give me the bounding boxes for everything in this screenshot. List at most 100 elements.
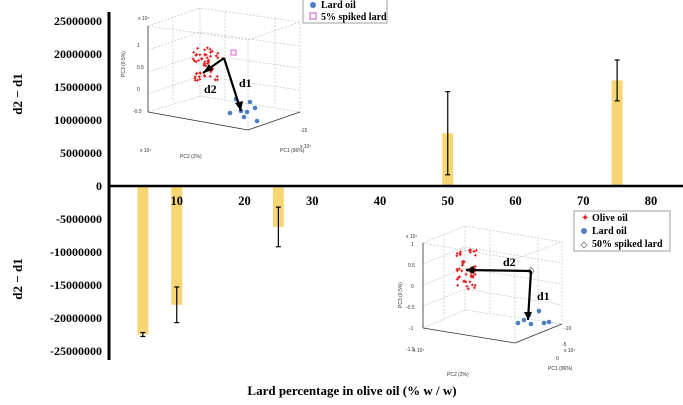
lard-oil-point [241, 114, 247, 120]
olive-oil-point: ✦ [202, 74, 207, 81]
olive-oil-point: ✦ [468, 247, 473, 254]
x-tick-label: 20 [238, 194, 251, 208]
olive-oil-point: ✦ [205, 55, 210, 62]
legend-spiked-lard: 5% spiked lard [321, 12, 387, 23]
olive-oil-point: ✦ [197, 74, 202, 81]
olive-oil-point: ✦ [460, 261, 465, 268]
olive-oil-point: ✦ [194, 70, 199, 77]
olive-oil-point: ✦ [467, 247, 472, 254]
olive-oil-point: ✦ [461, 278, 466, 285]
svg-text:-0.5: -0.5 [406, 305, 415, 311]
svg-text:x 10⁷: x 10⁷ [564, 348, 575, 354]
y-tick-label: 25000000 [54, 14, 102, 28]
svg-text:1: 1 [411, 242, 414, 248]
bar [137, 186, 149, 335]
olive-oil-point: ✦ [470, 274, 475, 281]
olive-oil-point: ✦ [469, 273, 474, 280]
olive-oil-point: ✦ [202, 47, 207, 54]
olive-oil-point: ✦ [213, 77, 218, 84]
olive-oil-point: ✦ [472, 285, 477, 292]
inset-bottom-lard-points [515, 308, 552, 327]
olive-oil-point: ✦ [199, 56, 204, 63]
y-tick-label: -20000000 [50, 311, 102, 325]
inset-top-arrowhead-d2 [203, 64, 213, 73]
inset-top-label-d1: d1 [239, 76, 252, 90]
inset-top-olive-points: ✦✦✦✦✦✦✦✦ ✦✦✦✦✦✦✦✦✦✦✦✦✦✦ ✦✦✦✦✦✦ ✦✦✦✦✦✦✦✦✦✦✦✦… [191, 45, 221, 85]
olive-oil-point: ✦ [192, 58, 197, 65]
inset-bottom-arrowhead-d2 [466, 266, 474, 274]
inset-bottom-x-label: PC1 (96%) [548, 366, 573, 372]
inset-bottom-arrowhead-d1 [524, 312, 532, 320]
olive-oil-point: ✦ [458, 251, 463, 258]
y-tick-label: 0 [96, 179, 102, 193]
inset-top-arrowhead-d1 [235, 101, 243, 111]
olive-oil-point: ✦ [206, 58, 211, 65]
olive-oil-point: ✦ [463, 279, 468, 286]
svg-text:x 10⁷: x 10⁷ [406, 234, 417, 240]
olive-oil-point: ✦ [464, 272, 469, 279]
inset-bottom-z-label: PC3 (0.5%) [398, 282, 404, 308]
olive-oil-point: ✦ [201, 63, 206, 70]
olive-oil-point: ✦ [473, 264, 478, 271]
olive-oil-point: ✦ [194, 52, 199, 59]
svg-text:0: 0 [137, 87, 140, 93]
olive-oil-point: ✦ [455, 277, 460, 284]
lard-oil-point [227, 110, 233, 116]
lard-oil-point [254, 118, 260, 124]
lard-oil-point [252, 105, 258, 111]
y-axis-ticks: 25000000 20000000 15000000 10000000 5000000 0… [50, 14, 102, 358]
svg-text:-0.5: -0.5 [133, 109, 142, 115]
olive-oil-point: ✦ [461, 259, 466, 266]
olive-oil-point: ✦ [202, 61, 207, 68]
svg-text:-1.5: -1.5 [406, 347, 415, 353]
olive-oil-point: ✦ [198, 70, 203, 77]
inset-plot-bottom: 1 0.5 0 -0.5 -1 -1.5 x 10⁷ -10 -5 0 x 10… [395, 210, 683, 380]
x-axis-ticks: 10 20 30 40 50 60 70 80 [171, 194, 658, 208]
lard-oil-point [521, 317, 527, 323]
olive-oil-point: ✦ [215, 55, 220, 62]
svg-text:1: 1 [137, 43, 140, 49]
olive-oil-point: ✦ [208, 54, 213, 61]
inset-top-x-label: PC1 (96%) [280, 148, 305, 154]
olive-oil-point: ✦ [458, 252, 463, 259]
olive-oil-point: ✦ [458, 249, 463, 256]
olive-oil-point: ✦ [210, 48, 215, 55]
olive-oil-point: ✦ [206, 60, 211, 67]
olive-oil-point: ✦ [193, 75, 198, 82]
olive-oil-point: ✦ [206, 59, 211, 66]
bar [611, 80, 623, 186]
olive-oil-point: ✦ [469, 270, 474, 277]
bar [272, 186, 284, 227]
inset-bottom-legend: ✦ Olive oil Lard oil 50% spiked lard [573, 210, 671, 252]
y-tick-label: -5000000 [56, 212, 102, 226]
olive-oil-point: ✦ [197, 77, 202, 84]
olive-oil-point: ✦ [455, 282, 460, 289]
olive-oil-point: ✦ [457, 274, 462, 281]
lard-oil-point [247, 99, 253, 105]
olive-oil-point: ✦ [472, 249, 477, 256]
olive-oil-point: ✦ [208, 74, 213, 81]
x-tick-label: 80 [645, 194, 658, 208]
x-axis-label: Lard percentage in olive oil (% w / w) [247, 383, 456, 398]
olive-oil-point: ✦ [470, 273, 475, 280]
olive-oil-point: ✦ [198, 71, 203, 78]
olive-oil-point: ✦ [200, 56, 205, 63]
olive-oil-point: ✦ [459, 268, 464, 275]
lard-oil-point [546, 319, 552, 325]
olive-oil-point: ✦ [203, 63, 208, 70]
svg-text:0.5: 0.5 [137, 65, 144, 71]
olive-oil-point: ✦ [467, 279, 472, 286]
olive-oil-point: ✦ [205, 61, 210, 68]
bar [171, 186, 183, 305]
y-axis-label-top: d2 − d1 [10, 73, 25, 114]
legend-spiked-marker [309, 12, 317, 20]
olive-oil-point: ✦ [469, 274, 474, 281]
legend-spiked-lard-bottom: 50% spiked lard [592, 239, 663, 250]
olive-oil-point: ✦ [460, 262, 465, 269]
olive-oil-point: ✦ [206, 58, 211, 65]
inset-top-z-label: PC3 (0.5%) [121, 51, 127, 77]
olive-oil-point: ✦ [203, 52, 208, 59]
bars [137, 59, 623, 338]
olive-oil-point: ✦ [473, 271, 478, 278]
olive-oil-point: ✦ [468, 249, 473, 256]
